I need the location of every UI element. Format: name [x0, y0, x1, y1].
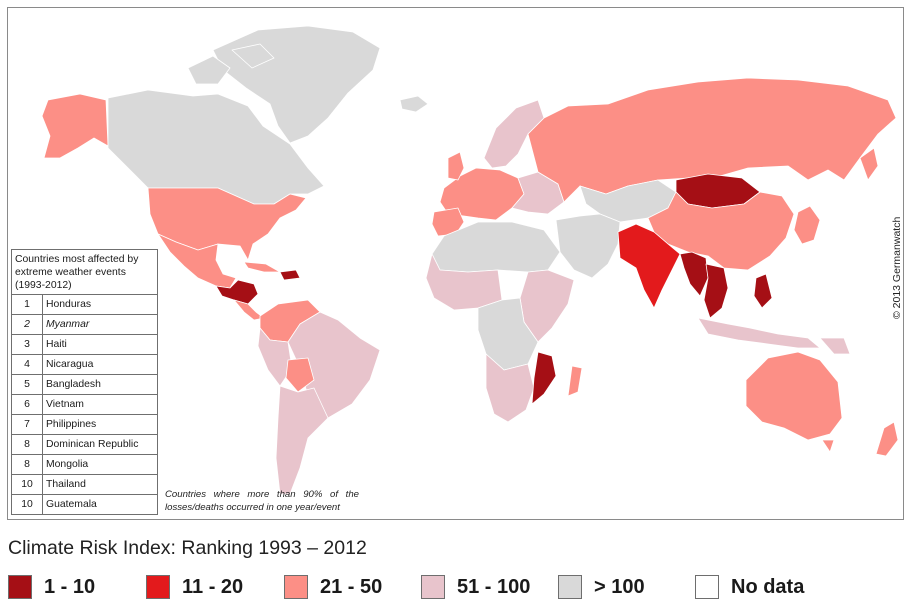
map-footnote: Countries where more than 90% of the los… [165, 489, 359, 513]
legend-label: 21 - 50 [320, 575, 383, 598]
table-row: 5 Bangladesh [11, 374, 158, 395]
rank-cell: 7 [11, 414, 43, 435]
table-row: 2 Myanmar [11, 314, 158, 335]
legend-item-11-20: 11 - 20 [146, 573, 243, 601]
legend-item-51-100: 51 - 100 [421, 573, 530, 601]
legend-swatch [695, 575, 719, 599]
rank-cell: 1 [11, 294, 43, 315]
region-southern-africa [485, 353, 535, 423]
country-cell: Haiti [42, 334, 158, 355]
region-new-zealand [875, 421, 899, 457]
region-australia [745, 351, 843, 441]
region-indochina [703, 263, 729, 319]
region-kamchatka [859, 147, 879, 181]
legend-label: > 100 [594, 575, 645, 598]
rank-cell: 5 [11, 374, 43, 395]
region-japan [793, 205, 821, 245]
region-middle-east [555, 213, 621, 279]
region-central-africa [477, 297, 539, 371]
region-iceland [399, 95, 429, 113]
legend-swatch [146, 575, 170, 599]
region-south-asia-west [617, 223, 681, 309]
region-mexico [157, 233, 237, 289]
table-row: 7 Philippines [11, 414, 158, 435]
rank-cell: 3 [11, 334, 43, 355]
rank-cell: 10 [11, 494, 43, 515]
table-row: 1 Honduras [11, 294, 158, 315]
region-central-america-top [215, 279, 259, 305]
rank-cell: 8 [11, 434, 43, 455]
region-uk [447, 151, 465, 181]
country-cell: Guatemala [42, 494, 158, 515]
ranking-table-title: Countries most affected by extreme weath… [11, 249, 158, 295]
copyright-label: © 2013 Germanwatch [891, 216, 903, 319]
table-row: 10 Thailand [11, 474, 158, 495]
legend-swatch [558, 575, 582, 599]
legend-label: 11 - 20 [182, 575, 244, 598]
country-cell: Nicaragua [42, 354, 158, 375]
country-cell: Dominican Republic [42, 434, 158, 455]
region-mozambique [531, 351, 557, 405]
table-row: 8 Mongolia [11, 454, 158, 475]
region-arctic-islands [187, 43, 275, 85]
legend-item-1-10: 1 - 10 [8, 573, 95, 601]
rank-cell: 6 [11, 394, 43, 415]
region-tasmania [821, 439, 835, 453]
region-bangladesh-myanmar [679, 251, 709, 297]
legend-item-21-50: 21 - 50 [284, 573, 382, 601]
map-title: Climate Risk Index: Ranking 1993 – 2012 [8, 537, 367, 559]
region-indonesia [697, 317, 821, 349]
region-hispaniola [279, 269, 301, 281]
ranking-table: Countries most affected by extreme weath… [11, 249, 158, 515]
country-cell: Bangladesh [42, 374, 158, 395]
rank-cell: 2 [11, 314, 43, 335]
region-cuba [243, 261, 281, 273]
country-cell: Thailand [42, 474, 158, 495]
country-cell: Mongolia [42, 454, 158, 475]
rank-cell: 8 [11, 454, 43, 475]
rank-cell: 4 [11, 354, 43, 375]
legend-swatch [284, 575, 308, 599]
region-alaska [41, 93, 109, 159]
country-cell: Vietnam [42, 394, 158, 415]
table-row: 10 Guatemala [11, 494, 158, 515]
region-png [819, 337, 851, 355]
region-madagascar [567, 365, 583, 397]
table-row: 4 Nicaragua [11, 354, 158, 375]
world-map-svg [41, 25, 899, 495]
world-map: Countries most affected by extreme weath… [7, 7, 904, 520]
table-row: 8 Dominican Republic [11, 434, 158, 455]
legend-label: No data [731, 575, 805, 598]
country-cell: Philippines [42, 414, 158, 435]
table-row: 6 Vietnam [11, 394, 158, 415]
legend-item-over-100: > 100 [558, 573, 645, 601]
country-cell: Myanmar [42, 314, 158, 335]
region-southern-cone [275, 385, 329, 495]
legend-label: 1 - 10 [44, 575, 96, 598]
rank-cell: 10 [11, 474, 43, 495]
legend-label: 51 - 100 [457, 575, 531, 598]
legend-item-no-data: No data [695, 573, 804, 601]
region-china [647, 191, 795, 271]
legend: 1 - 10 11 - 20 21 - 50 51 - 100 > 100 No… [8, 573, 908, 601]
region-bolivia [285, 357, 315, 393]
legend-swatch [421, 575, 445, 599]
region-philippines [753, 273, 773, 309]
country-cell: Honduras [42, 294, 158, 315]
legend-swatch [8, 575, 32, 599]
table-row: 3 Haiti [11, 334, 158, 355]
